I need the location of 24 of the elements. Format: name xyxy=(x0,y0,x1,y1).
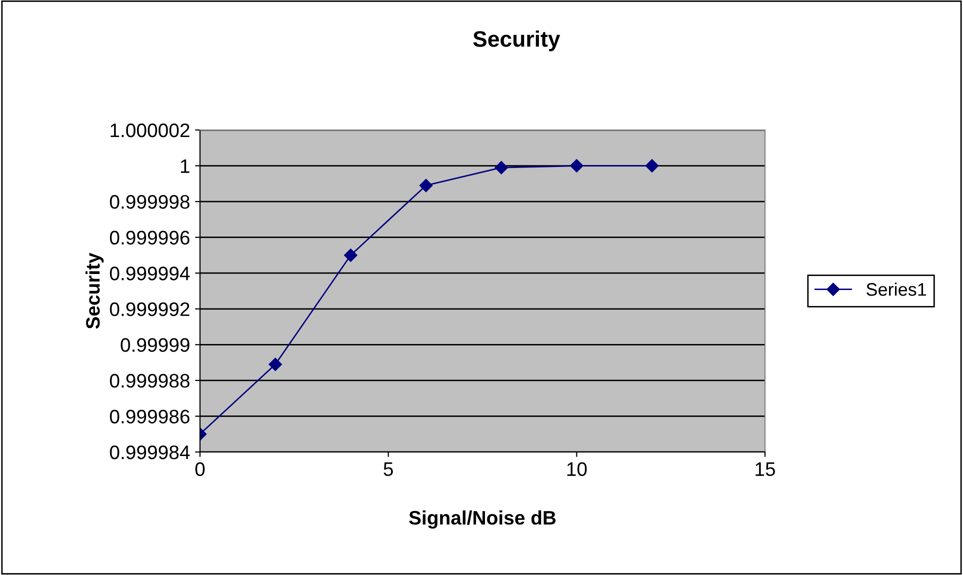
y-tick-label: 0.99999 xyxy=(120,338,190,352)
point xyxy=(645,159,659,172)
chart-title: Security xyxy=(473,30,560,52)
y-tick-label: 0.999984 xyxy=(110,445,190,460)
point xyxy=(419,178,433,192)
point xyxy=(344,248,358,262)
y-tick-label: 0.999988 xyxy=(110,374,190,388)
y-tick-label: 0.999998 xyxy=(110,195,190,209)
x-tick-label: 0 xyxy=(195,462,205,476)
point xyxy=(268,358,282,371)
y-tick-label: 1 xyxy=(180,159,190,173)
y-tick-label: 1.000002 xyxy=(110,123,190,138)
y-tick-label: 0.999986 xyxy=(110,410,190,424)
point xyxy=(494,160,508,174)
point xyxy=(570,159,584,172)
x-axis-title: Signal/Noise dB xyxy=(409,510,556,529)
y-tick-label: 0.999992 xyxy=(110,302,190,316)
legend-label: Series1 xyxy=(866,282,926,296)
y-tick-label: 0.999994 xyxy=(110,266,190,280)
y-axis-title: Security xyxy=(86,252,104,329)
x-tick-label: 10 xyxy=(567,462,587,476)
y-tick-label: 0.999996 xyxy=(110,230,190,245)
x-tick-label: 15 xyxy=(756,462,775,476)
x-tick-label: 5 xyxy=(384,462,393,476)
